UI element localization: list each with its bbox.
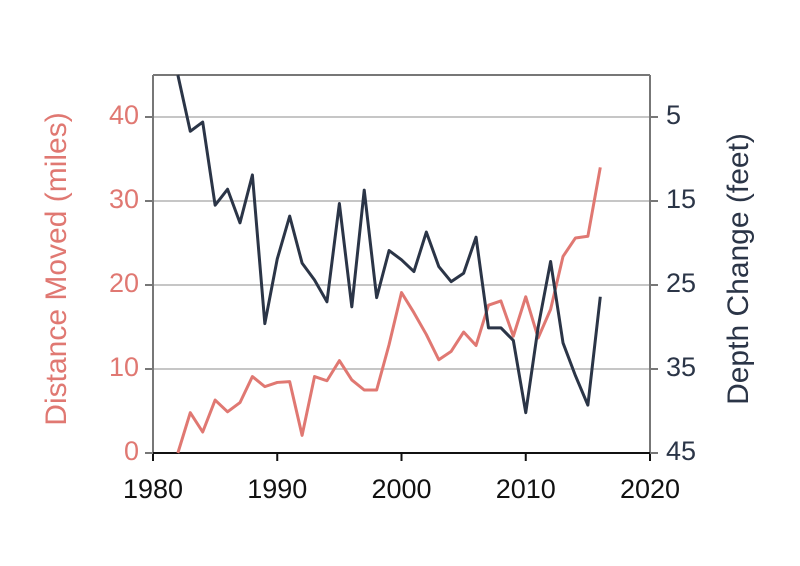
x-tick-label: 2000 (371, 474, 431, 504)
x-tick-label: 2020 (620, 474, 680, 504)
y-tick-label: 20 (109, 268, 139, 298)
y-tick-label: 30 (109, 184, 139, 214)
y-tick-label: 40 (109, 100, 139, 130)
data-line (176, 167, 602, 454)
y2-tick-label: 5 (666, 100, 681, 130)
y2-axis-label: Depth Change (feet) (722, 133, 755, 405)
data-line (176, 74, 602, 415)
y2-tick-label: 25 (666, 268, 696, 298)
y2-tick-label: 35 (666, 352, 696, 382)
y-axis-label: Distance Moved (miles) (40, 112, 73, 425)
y2-tick-label: 15 (666, 184, 696, 214)
x-tick-label: 1980 (123, 474, 183, 504)
x-tick-label: 2010 (496, 474, 556, 504)
y-tick-label: 0 (124, 436, 139, 466)
y2-tick-label: 45 (666, 436, 696, 466)
x-tick-label: 1990 (247, 474, 307, 504)
y-tick-label: 10 (109, 352, 139, 382)
